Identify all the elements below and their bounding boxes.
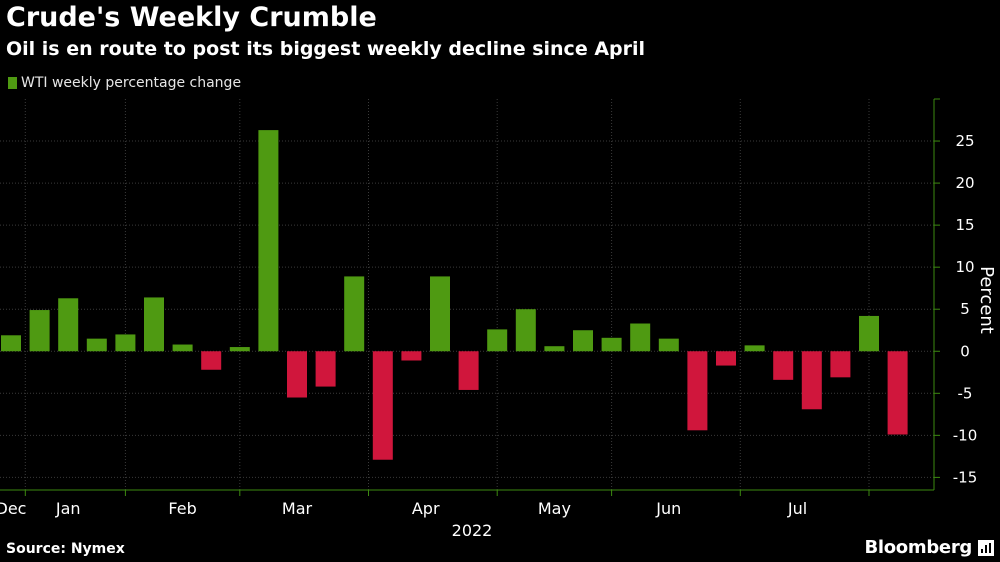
y-tick-label: 10 [955,258,974,276]
x-year-label: 2022 [452,521,493,540]
bar [830,351,851,378]
bar [172,344,193,352]
bar [1,335,21,352]
y-tick-label: 5 [960,300,970,318]
bar [401,351,422,361]
x-tick-label: Apr [412,499,440,518]
x-tick-label: Feb [168,499,196,518]
bar [115,334,136,352]
legend-swatch [8,77,17,89]
bar [58,298,79,352]
bar [515,309,536,352]
bar [573,330,593,352]
bar [86,338,107,352]
bar [687,351,708,431]
chart-subtitle: Oil is en route to post its biggest week… [6,38,646,60]
bar [859,315,879,352]
bar [458,351,479,390]
bar [744,345,765,352]
y-tick-label: 15 [955,216,974,234]
y-tick-label: -5 [958,384,973,402]
legend-label: WTI weekly percentage change [21,75,242,91]
brand-logo: Bloomberg [864,537,972,558]
bar [430,276,450,352]
bar [801,351,822,410]
y-axis-title: Percent [976,266,997,334]
bar [315,351,336,387]
x-tick-label: Mar [282,499,313,518]
y-tick-label: 20 [955,174,974,192]
bar [887,351,908,435]
x-tick-label: Jun [655,499,681,518]
bar [287,351,307,398]
bar [344,276,365,352]
source-note: Source: Nymex [6,541,125,557]
bar [487,329,508,352]
x-tick-label: Jan [55,499,81,518]
bar [372,351,393,460]
legend: WTI weekly percentage change [8,75,241,91]
y-tick-label: -15 [953,468,978,486]
bar [201,351,222,370]
bar [258,130,279,352]
bar [601,337,622,352]
chart-title: Crude's Weekly Crumble [6,2,377,33]
x-tick-label: May [538,499,571,518]
y-tick-label: 0 [960,342,970,360]
bar [658,338,679,352]
bar [773,351,794,380]
bar [630,323,651,352]
bar [544,346,565,352]
x-tick-label: Dec [0,499,26,518]
bloomberg-mark-icon [978,540,994,556]
x-tick-label: Jul [787,499,807,518]
bar [229,347,250,352]
bar [29,310,50,352]
y-tick-label: -10 [953,426,978,444]
y-tick-label: 25 [955,132,974,150]
bar [144,297,164,352]
bar [716,351,736,366]
